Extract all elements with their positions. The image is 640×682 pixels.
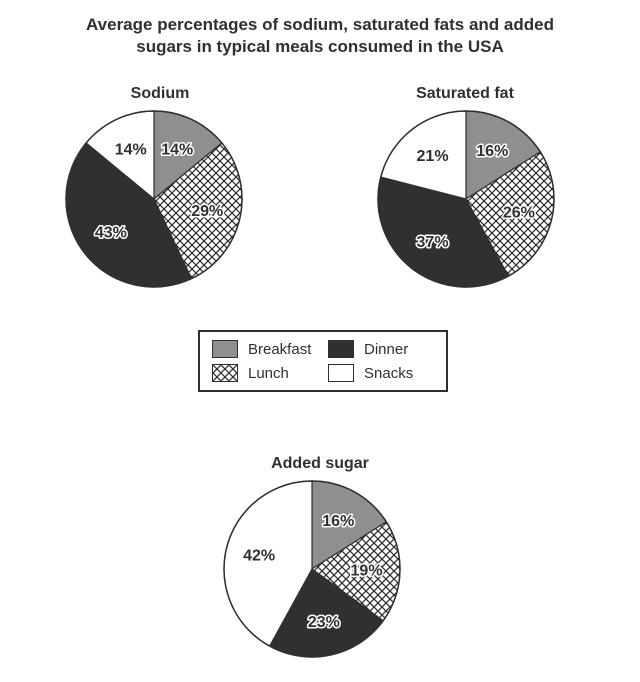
satfat-pie: 16% 26% 37% 21% [372, 105, 560, 293]
sugar-subtitle: Added sugar [260, 455, 380, 473]
pct-lunch: 19% [351, 563, 383, 580]
sodium-pie: 14% 29% 43% 14% [60, 105, 248, 293]
legend-label-snacks: Snacks [364, 365, 434, 382]
sugar-pie: 16% 19% 23% 42% [218, 475, 406, 663]
pct-snacks: 14% [115, 142, 147, 159]
chart-title: Average percentages of sodium, saturated… [60, 14, 580, 58]
legend-swatch-lunch [212, 364, 238, 382]
pct-dinner: 37% [417, 234, 449, 251]
pct-lunch: 26% [503, 205, 535, 222]
legend-box: Breakfast Dinner Lunch Snacks [198, 330, 448, 392]
figure-root: { "title": "Average percentages of sodiu… [0, 0, 640, 682]
pct-breakfast: 16% [322, 513, 354, 530]
pct-breakfast: 16% [476, 143, 508, 160]
pct-snacks: 21% [417, 148, 449, 165]
pct-breakfast: 14% [161, 142, 193, 159]
satfat-subtitle: Saturated fat [400, 85, 530, 103]
pct-dinner: 23% [308, 614, 340, 631]
legend-swatch-dinner [328, 340, 354, 358]
pct-dinner: 43% [95, 224, 127, 241]
legend-swatch-snacks [328, 364, 354, 382]
legend-swatch-breakfast [212, 340, 238, 358]
pct-snacks: 42% [243, 547, 275, 564]
legend-label-lunch: Lunch [248, 365, 318, 382]
legend-label-dinner: Dinner [364, 341, 434, 358]
sodium-subtitle: Sodium [120, 85, 200, 103]
legend-label-breakfast: Breakfast [248, 341, 318, 358]
pct-lunch: 29% [191, 203, 223, 220]
